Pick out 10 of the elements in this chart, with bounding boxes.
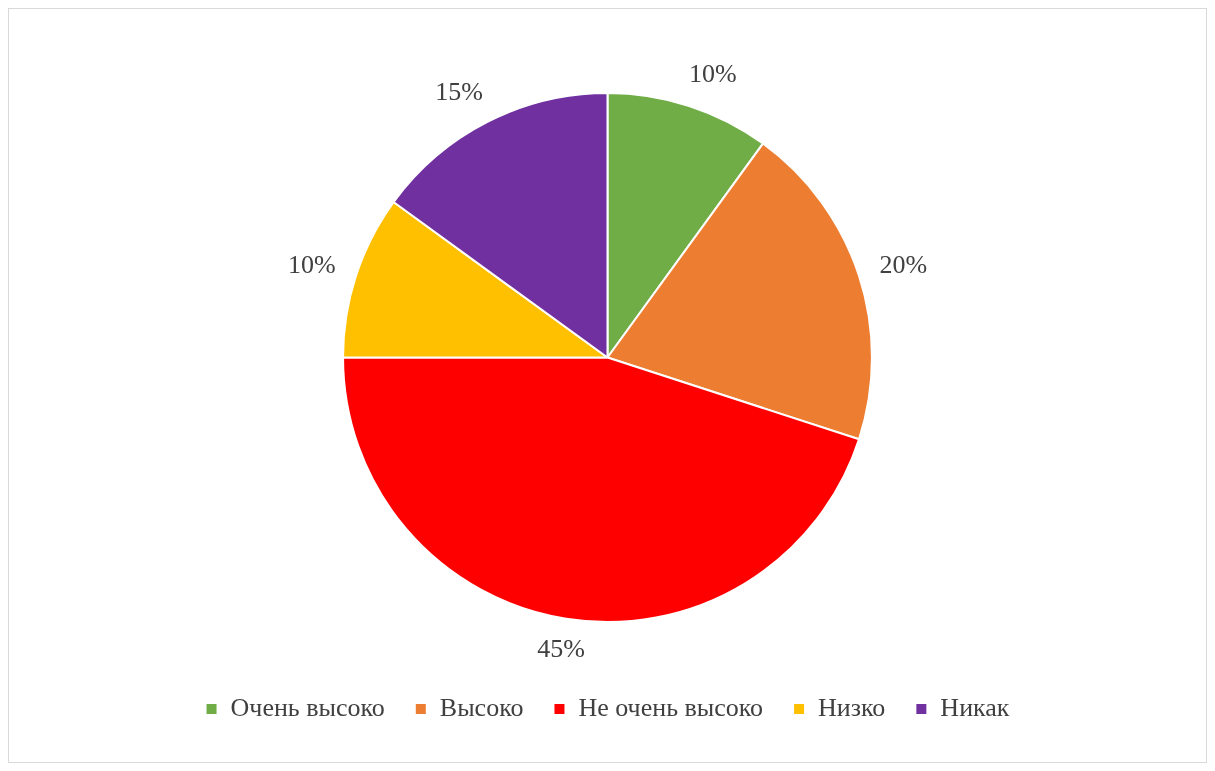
legend-label: Не очень высоко: [578, 692, 764, 722]
legend-label: Никак: [940, 692, 1010, 722]
data-label: 15%: [435, 77, 483, 107]
legend-label: Очень высоко: [230, 692, 385, 722]
data-label: 20%: [879, 249, 928, 279]
legend-label: Высоко: [439, 692, 524, 722]
legend-label: Низко: [818, 692, 886, 722]
data-label: 10%: [287, 249, 336, 279]
data-label: 45%: [537, 634, 585, 664]
data-label: 10%: [689, 59, 737, 89]
